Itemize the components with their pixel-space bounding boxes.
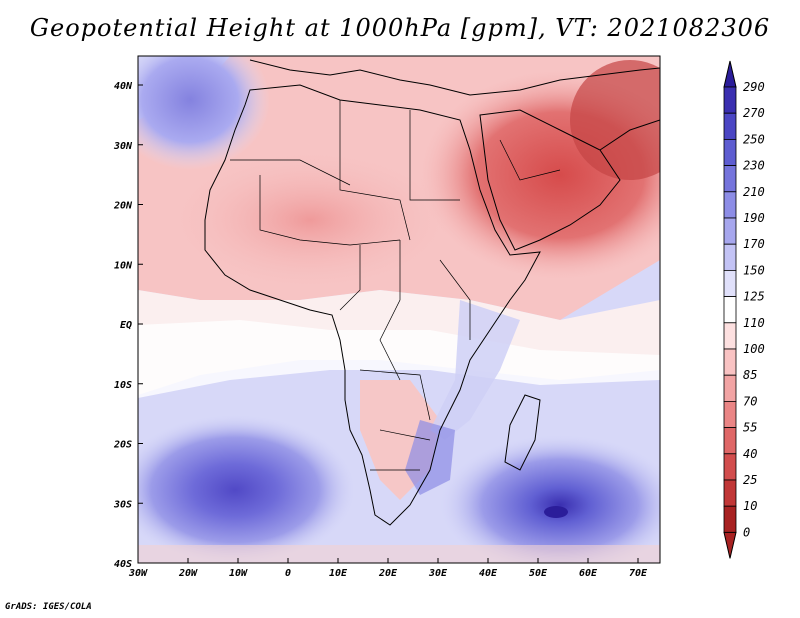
colorbar: 2902702502302101901701501251101008570554… [723, 60, 765, 559]
lon-tick-label: 0 [285, 568, 291, 579]
grads-credit: GrADS: IGES/COLA [5, 602, 92, 612]
lon-tick-label: 30W [128, 568, 148, 579]
lon-tick-label: 10W [229, 568, 248, 579]
lat-tick-label: 20S [113, 440, 132, 451]
lon-tick-label: 20E [378, 568, 398, 579]
colorbar-label: 210 [743, 185, 765, 199]
lon-tick-label: 50E [529, 568, 548, 579]
lon-tick-label: 60E [579, 568, 598, 579]
colorbar-label: 70 [743, 394, 757, 408]
colorbar-label: 25 [743, 473, 757, 487]
chart-title: Geopotential Height at 1000hPa [gpm], VT… [29, 14, 771, 42]
land-outline [204, 59, 660, 526]
colorbar-label: 230 [743, 159, 765, 173]
lat-tick-label: 10S [114, 380, 132, 391]
colorbar-label: 110 [743, 316, 765, 330]
lat-tick-label: 40S [114, 559, 132, 570]
colorbar-swatch [723, 217, 737, 245]
colorbar-label: 170 [743, 237, 765, 251]
lon-tick-label: 40E [479, 568, 498, 579]
colorbar-swatch [723, 374, 737, 402]
colorbar-swatch [723, 296, 737, 324]
lat-tick-label: 30S [113, 499, 132, 510]
colorbar-swatch [723, 269, 737, 297]
lon-tick-label: 30E [428, 568, 448, 579]
lat-tick-label: 30N [113, 141, 133, 152]
colorbar-swatch [723, 191, 737, 219]
colorbar-swatch [723, 505, 737, 533]
colorbar-label: 190 [743, 211, 765, 225]
lon-tick-label: 70E [629, 568, 648, 579]
colorbar-label: 10 [743, 499, 757, 513]
colorbar-top-arrow [723, 60, 737, 88]
colorbar-swatch [723, 165, 737, 193]
colorbar-label: 290 [743, 80, 765, 94]
country-borders [230, 100, 561, 471]
colorbar-label: 250 [743, 132, 765, 146]
colorbar-label: 100 [743, 342, 765, 356]
colorbar-label: 150 [743, 263, 765, 277]
lon-tick-label: 20W [178, 568, 198, 579]
colorbar-swatch [723, 86, 737, 114]
colorbar-swatch [723, 479, 737, 507]
lon-tick-label: 10E [329, 568, 348, 579]
colorbar-label: 40 [743, 447, 757, 461]
colorbar-label: 55 [743, 421, 757, 435]
colorbar-swatch [723, 348, 737, 376]
colorbar-label: 85 [743, 368, 757, 382]
colorbar-swatch [723, 243, 737, 271]
latitude-axis: 40N 30N 20N 10N EQ 10S 20S 30S 40S [113, 81, 143, 570]
lat-tick-label: 40N [114, 81, 133, 92]
colorbar-swatch [723, 112, 737, 140]
colorbar-swatch [723, 453, 737, 481]
colorbar-label: 270 [743, 106, 765, 120]
colorbar-label: 125 [743, 290, 765, 304]
colorbar-swatch [723, 322, 737, 350]
lat-tick-label: 10N [114, 260, 133, 271]
height-field [138, 56, 660, 563]
colorbar-swatch [723, 427, 737, 455]
longitude-axis: 30W 20W 10W 0 10E 20E 30E 40E 50E 60E 70E [128, 558, 648, 579]
lat-tick-label: 20N [113, 201, 133, 212]
lat-tick-label: EQ [120, 320, 132, 331]
colorbar-bottom-arrow [723, 531, 737, 559]
map-frame [137, 55, 661, 564]
colorbar-label: 0 [743, 525, 750, 539]
colorbar-swatch [723, 138, 737, 166]
colorbar-swatch [723, 400, 737, 428]
